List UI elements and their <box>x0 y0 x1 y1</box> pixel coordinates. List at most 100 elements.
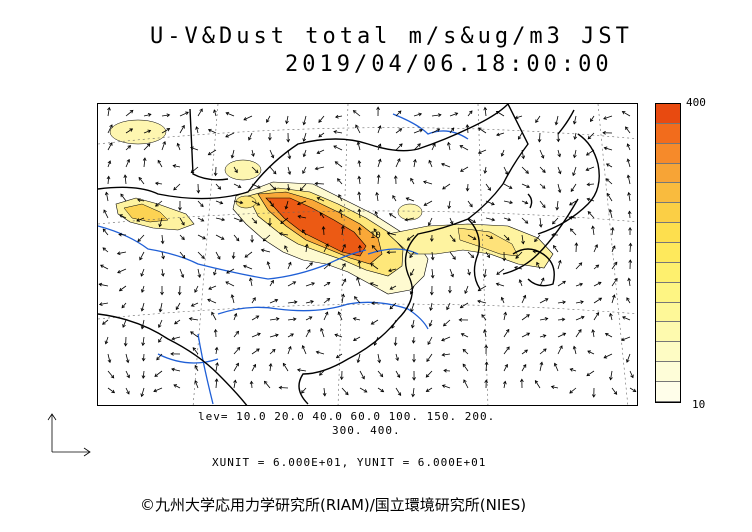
wind-vector-arrow <box>173 183 181 191</box>
wind-vector-arrow <box>557 149 562 158</box>
contour-label: 10 <box>370 231 381 241</box>
wind-vector-arrow <box>141 370 146 379</box>
wind-vector-arrow <box>503 328 510 338</box>
wind-vector-arrow <box>441 384 451 389</box>
wind-vector-arrow <box>376 174 381 185</box>
wind-vector-arrow <box>534 234 541 243</box>
wind-vector-arrow <box>188 317 199 321</box>
wind-vector-arrow <box>503 346 510 355</box>
wind-vector-arrow <box>406 234 415 241</box>
wind-vector-arrow <box>625 353 631 363</box>
wind-vector-arrow <box>353 296 361 304</box>
wind-vector-arrow <box>143 143 151 151</box>
wind-vector-arrow <box>263 380 271 389</box>
wind-vector-arrow <box>179 268 185 278</box>
wind-vector-arrow <box>373 336 379 346</box>
wind-vector-arrow <box>393 175 398 185</box>
colorbar-max-label: 400 <box>686 96 706 109</box>
wind-vector-arrow <box>503 200 513 205</box>
wind-vector-arrow <box>537 132 542 143</box>
wind-vector-arrow <box>449 268 454 278</box>
wind-vector-arrow <box>357 208 362 219</box>
wind-vector-arrow <box>591 387 596 398</box>
wind-vector-arrow <box>503 166 509 176</box>
wind-vector-arrow <box>410 319 415 329</box>
wind-vector-arrow <box>333 130 343 134</box>
wind-vector-arrow <box>157 319 163 329</box>
wind-vector-arrow <box>316 149 325 154</box>
wind-vector-arrow <box>251 297 256 304</box>
wind-vector-arrow <box>207 298 217 304</box>
wind-vector-arrow <box>484 379 489 389</box>
wind-vector-arrow <box>302 132 307 142</box>
wind-vector-arrow <box>323 262 331 270</box>
wind-vector-arrow <box>215 183 222 190</box>
wind-vector-arrow <box>557 259 562 270</box>
wind-vector-arrow <box>248 277 253 287</box>
colorbar-segment <box>656 262 680 283</box>
wind-vector-arrow <box>286 132 291 143</box>
wind-vectors <box>98 106 637 398</box>
wind-vector-arrow <box>278 232 289 236</box>
wind-vector-arrow <box>140 285 145 293</box>
wind-vector-arrow <box>341 278 347 287</box>
wind-vector-arrow <box>352 317 361 321</box>
wind-vector-arrow <box>267 217 272 227</box>
wind-vector-arrow <box>314 166 325 171</box>
wind-vector-arrow <box>174 319 181 325</box>
wind-vector-arrow <box>514 115 523 120</box>
wind-vector-arrow <box>142 157 147 168</box>
wind-vector-arrow <box>178 200 182 211</box>
wind-vector-arrow <box>441 352 451 357</box>
wind-vector-arrow <box>197 268 202 279</box>
wind-vector-arrow <box>179 124 185 134</box>
wind-vector-arrow <box>483 166 488 174</box>
wind-vector-arrow <box>158 336 163 343</box>
wind-vector-arrow <box>285 115 289 125</box>
wind-vector-arrow <box>446 302 451 311</box>
wind-vector-arrow <box>318 115 325 123</box>
wind-vector-arrow <box>389 302 397 310</box>
wind-vector-arrow <box>575 282 584 287</box>
wind-vector-arrow <box>269 200 274 208</box>
colorbar-segment <box>656 302 680 323</box>
wind-vector-arrow <box>190 302 199 307</box>
wind-vector-arrow <box>231 251 236 260</box>
wind-vector-arrow <box>125 370 130 379</box>
wind-vector-arrow <box>284 200 289 210</box>
wind-vector-arrow <box>323 297 331 304</box>
wind-vector-arrow <box>301 387 307 394</box>
wind-vector-arrow <box>514 266 523 270</box>
wind-vector-arrow <box>604 332 613 338</box>
wind-vector-arrow <box>395 370 401 378</box>
wind-vector-arrow <box>460 333 469 338</box>
wind-vector-arrow <box>98 302 109 306</box>
wind-vector-arrow <box>442 183 451 190</box>
wind-vector-arrow <box>215 200 224 205</box>
wind-vector-arrow <box>377 387 385 393</box>
wind-vector-arrow <box>521 149 526 160</box>
wind-vector-arrow <box>287 300 298 304</box>
wind-vector-arrow <box>102 247 109 253</box>
wind-vector-arrow <box>569 387 577 394</box>
wind-vector-arrow <box>377 125 382 134</box>
wind-vector-arrow <box>157 159 163 168</box>
wind-vector-arrow <box>521 294 527 304</box>
wind-vector-arrow <box>521 200 529 205</box>
wind-vector-arrow <box>554 115 559 126</box>
wind-vector-arrow <box>463 379 469 389</box>
wind-vector-arrow <box>389 285 397 290</box>
wind-vector-arrow <box>515 251 523 259</box>
wind-vector-arrow <box>586 182 595 187</box>
wind-vector-arrow <box>211 311 217 321</box>
wind-vector-arrow <box>627 277 632 287</box>
wind-vector-arrow <box>287 317 297 322</box>
wind-vector-arrow <box>230 149 235 159</box>
wind-vector-arrow <box>107 124 113 134</box>
wind-vector-arrow <box>176 142 181 151</box>
wind-vector-arrow <box>535 115 541 123</box>
wind-vector-arrow <box>536 261 541 270</box>
wind-vector-arrow <box>260 248 271 253</box>
wind-vector-arrow <box>116 251 127 256</box>
wind-vector-arrow <box>395 143 403 151</box>
